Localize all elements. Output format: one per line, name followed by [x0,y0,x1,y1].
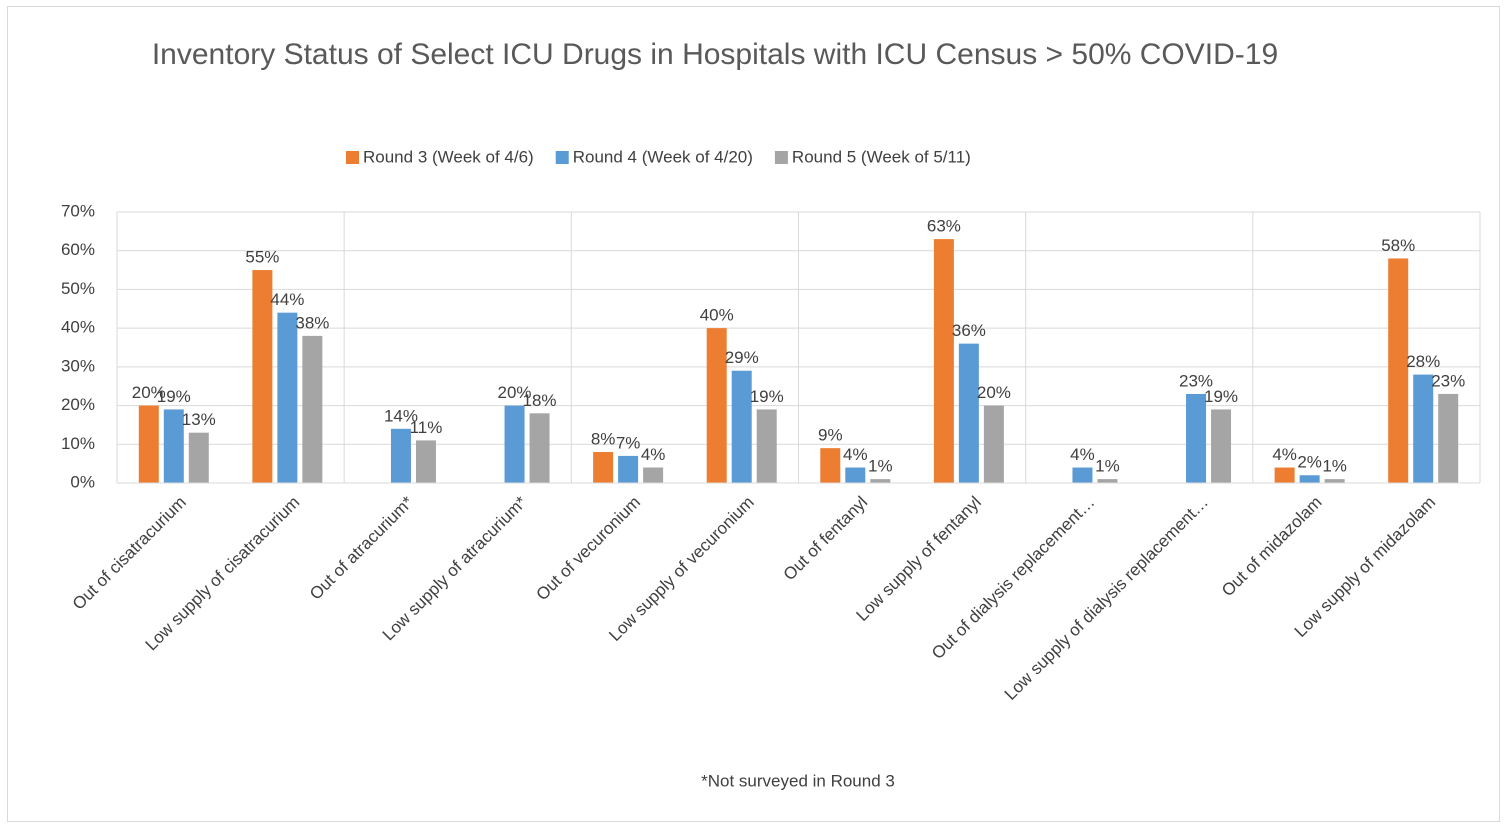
bar [415,440,436,483]
legend-swatch [774,151,788,164]
data-label: 20% [132,383,166,402]
legend-label: Round 4 (Week of 4/20) [573,147,753,166]
bar [845,467,866,483]
y-tick-label: 0% [70,472,95,491]
data-label: 14% [384,406,418,425]
data-label: 23% [1431,371,1465,390]
y-tick-label: 10% [61,434,95,453]
data-label: 23% [1179,371,1213,390]
annotation: *Not surveyed in Round 3 [701,771,895,790]
bar [820,448,841,483]
bar [390,428,411,483]
data-label: 4% [1272,445,1297,464]
data-label: 40% [700,306,734,325]
data-label: 4% [641,445,666,464]
bar [188,432,209,483]
y-tick-label: 30% [61,356,95,375]
bar [529,413,550,483]
bar [163,409,184,483]
data-label: 8% [591,430,616,449]
bar [756,409,777,483]
data-label: 4% [843,445,868,464]
chart-border [7,6,1500,822]
bar [138,405,159,483]
bar [1072,467,1093,483]
bar [958,343,979,483]
data-label: 13% [182,410,216,429]
bar [618,455,639,483]
data-label: 58% [1381,236,1415,255]
y-tick-label: 20% [61,395,95,414]
data-label: 18% [523,391,557,410]
data-label: 29% [725,348,759,367]
data-label: 19% [157,387,191,406]
y-tick-label: 60% [61,240,95,259]
chart-title: Inventory Status of Select ICU Drugs in … [151,38,1279,71]
legend-label: Round 3 (Week of 4/6) [363,147,534,166]
y-tick-label: 70% [61,201,95,220]
bar [1274,467,1295,483]
data-label: 4% [1070,445,1095,464]
data-label: 19% [750,387,784,406]
bar [1388,258,1409,483]
data-label: 44% [270,290,304,309]
legend-label: Round 5 (Week of 5/11) [792,147,971,166]
bar [706,328,727,483]
data-label: 36% [952,321,986,340]
bar [277,312,298,483]
bar [593,452,614,483]
data-label: 28% [1406,352,1440,371]
data-label: 1% [1322,457,1347,476]
bar [302,335,323,483]
data-label: 7% [616,433,641,452]
bar [643,467,664,483]
data-label: 20% [498,383,532,402]
bar [1324,479,1345,483]
bar [1097,479,1118,483]
legend-swatch [555,151,569,164]
data-label: 19% [1204,387,1238,406]
bar [1211,409,1232,483]
legend-swatch [346,151,359,164]
bar [1299,475,1320,483]
data-label: 1% [1095,457,1120,476]
data-label: 9% [818,426,843,445]
data-label: 38% [295,313,329,332]
bar [252,270,273,483]
data-label: 2% [1297,453,1322,472]
y-tick-label: 50% [61,279,95,298]
bar [983,405,1004,483]
bar [1186,393,1207,483]
bar [1438,393,1459,483]
bar [731,370,752,483]
data-label: 63% [927,217,961,236]
y-tick-label: 40% [61,318,95,337]
data-label: 11% [410,418,443,437]
bar [504,405,525,483]
bar [1413,374,1434,483]
bar [933,239,954,483]
data-label: 20% [977,383,1011,402]
data-label: 55% [245,248,279,267]
bar [870,479,891,483]
data-label: 1% [868,457,893,476]
